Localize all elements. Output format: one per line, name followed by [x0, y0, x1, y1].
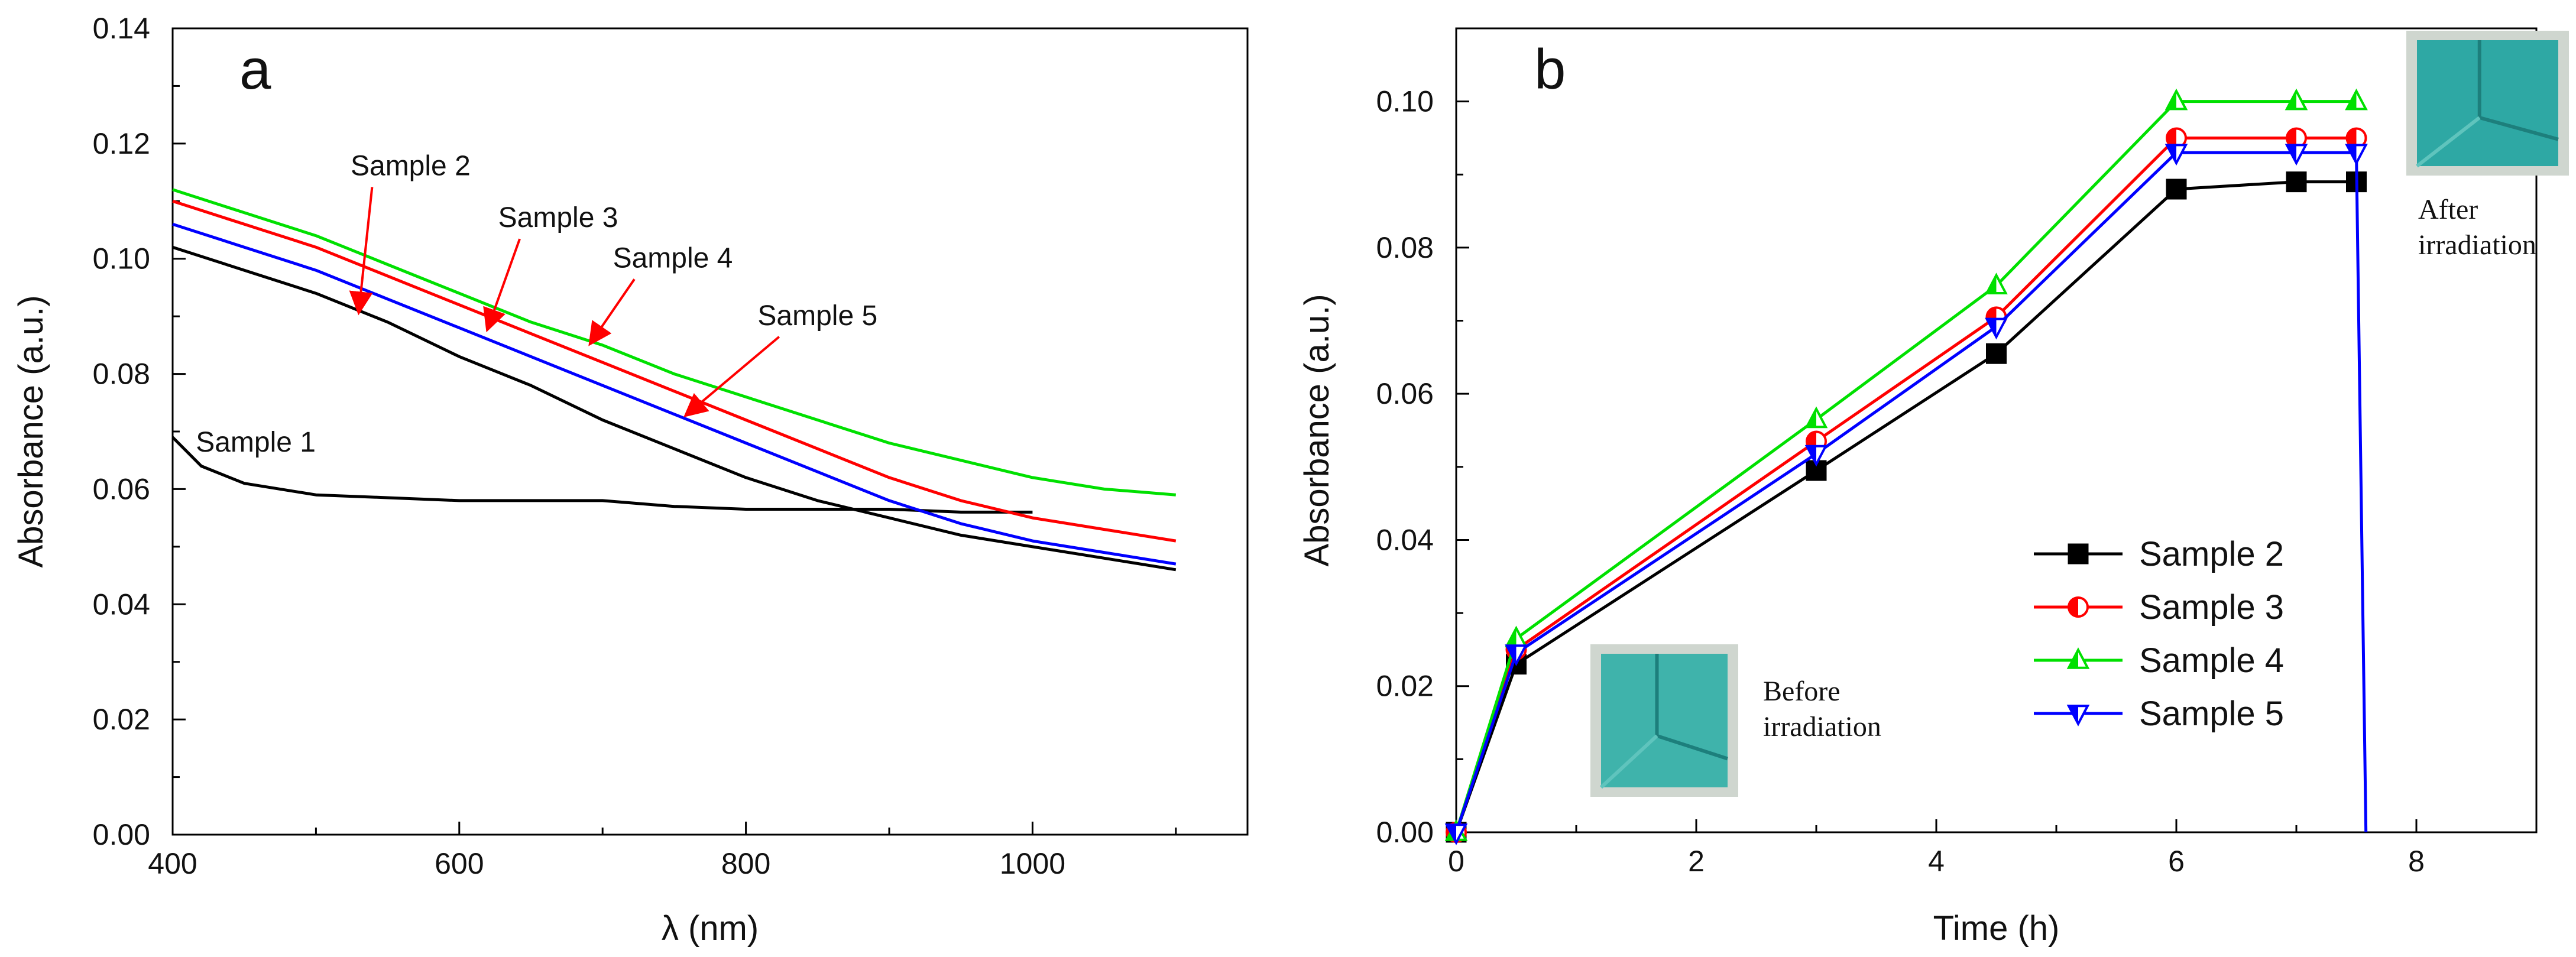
- y-tick-label-a: 0.04: [93, 588, 150, 621]
- data-point-sample-5: [2345, 144, 2368, 166]
- y-tick-label-a: 0.00: [93, 818, 150, 851]
- y-tick-label-a: 0.14: [93, 12, 150, 45]
- data-point-sample-4-fill: [1807, 408, 1816, 427]
- series-line-sample-4: [172, 188, 1177, 497]
- y-tick-label-b: 0.06: [1376, 377, 1434, 410]
- y-tick-label-b: 0.02: [1376, 670, 1434, 703]
- data-point-sample-5: [1985, 317, 2008, 340]
- data-point-sample-4: [2345, 88, 2368, 111]
- data-point-sample-4: [1505, 625, 1528, 648]
- panel-label-b: b: [1534, 38, 1566, 101]
- data-point-sample-4-fill: [2287, 91, 2296, 109]
- photo-sample: [1601, 654, 1728, 787]
- x-tick-label-a: 400: [148, 847, 197, 880]
- photo-sample: [2417, 40, 2558, 166]
- data-point-sample-4-fill: [2347, 91, 2357, 109]
- data-point-sample-4: [1804, 406, 1828, 429]
- annotation-label: Sample 3: [498, 202, 618, 233]
- y-tick-label-a: 0.08: [93, 358, 150, 391]
- data-point-sample-4: [2165, 88, 2188, 111]
- legend-marker-sample-3: [2068, 596, 2089, 618]
- series-line-sample-1: [171, 436, 1033, 514]
- series-line-sample-3: [172, 199, 1177, 543]
- x-tick-label-b: 0: [1448, 845, 1464, 878]
- y-tick-label-a: 0.02: [93, 703, 150, 736]
- y-tick-label-a: 0.06: [93, 472, 150, 505]
- data-point-sample-3-fill: [2347, 128, 2357, 148]
- data-point-sample-5: [2165, 144, 2188, 166]
- data-point-sample-5: [1505, 644, 1528, 666]
- x-tick-label-a: 1000: [1000, 847, 1065, 880]
- data-point-sample-2: [1986, 343, 2007, 364]
- x-tick-label-b: 6: [2168, 845, 2185, 878]
- sample-photo-after: [2406, 31, 2569, 176]
- x-axis-label-b: Time (h): [1933, 909, 2060, 948]
- data-point-sample-4: [1985, 272, 2008, 294]
- y-tick-label-b: 0.10: [1376, 85, 1434, 118]
- legend-label-sample-2: Sample 2: [2139, 535, 2284, 573]
- data-point-sample-5: [2285, 144, 2308, 166]
- data-point-sample-2: [2166, 179, 2187, 200]
- data-point-sample-4-fill: [1987, 275, 1997, 293]
- y-tick-label-b: 0.04: [1376, 523, 1434, 556]
- x-tick-label-a: 600: [435, 847, 484, 880]
- data-point-sample-5-fill: [1987, 319, 1997, 338]
- data-point-sample-4-fill: [1506, 628, 1517, 647]
- data-point-sample-3: [2166, 127, 2187, 149]
- annotation-arrow: [483, 238, 521, 333]
- plot-frame-b: [1455, 27, 2538, 833]
- data-point-sample-3-fill: [2287, 128, 2296, 148]
- annotation-arrow: [349, 187, 374, 316]
- legend-marker-sample-3-fill: [2069, 598, 2078, 617]
- legend-marker-sample-4: [2066, 647, 2090, 669]
- annotation-arrow: [588, 278, 636, 346]
- data-point-sample-2: [2286, 171, 2307, 193]
- y-axis-label-b: Absorbance (a.u.): [1298, 294, 1336, 566]
- y-tick-label-b: 0.00: [1376, 816, 1434, 849]
- legend-label-sample-4: Sample 4: [2139, 641, 2284, 680]
- data-point-sample-4-fill: [2167, 91, 2176, 109]
- data-point-sample-3-fill: [2167, 128, 2176, 148]
- legend-marker-sample-5: [2066, 705, 2090, 726]
- data-point-sample-5: [1804, 445, 1828, 467]
- y-axis-label-a: Absorbance (a.u.): [12, 295, 50, 567]
- y-tick-label-b: 0.08: [1376, 231, 1434, 264]
- x-tick-label-b: 2: [1688, 845, 1705, 878]
- x-tick-label-b: 4: [1928, 845, 1945, 878]
- photo-caption-line: irradiation: [2418, 229, 2536, 261]
- data-point-sample-3: [2286, 127, 2307, 149]
- photo-caption-line: irradiation: [1763, 711, 1881, 742]
- data-point-sample-5: [1444, 823, 1468, 845]
- panel-b: 0 2 4 6 8 0.00 0.02 0.04 0.06 0.08 0.10 Time (h) Abs…: [1298, 27, 2569, 948]
- sample-photo-before: [1590, 644, 1738, 797]
- photo-crease-2: [1599, 734, 1658, 789]
- annotation-arrow: [683, 336, 780, 417]
- photo-caption-line: After: [2418, 194, 2478, 225]
- annotation-label: Sample 2: [351, 150, 471, 181]
- x-tick-label-a: 800: [721, 847, 770, 880]
- series-line-sample-5: [1454, 151, 2368, 833]
- x-axis-label-a: λ (nm): [662, 909, 759, 948]
- panel-a: 400 600 800 1000 0.00 0.02 0.04 0.06 0.08 0.10 0.1…: [12, 12, 1249, 948]
- y-tick-label-a: 0.10: [93, 242, 150, 275]
- photo-caption-line: Before: [1763, 676, 1841, 707]
- series-line-sample-5: [172, 222, 1177, 566]
- annotation-label: Sample 5: [757, 300, 877, 332]
- x-tick-label-b: 8: [2408, 845, 2425, 878]
- series-line-sample-2: [172, 245, 1177, 572]
- data-point-sample-4: [2285, 88, 2308, 111]
- legend-label-sample-3: Sample 3: [2139, 588, 2284, 627]
- data-point-sample-5-fill: [1506, 645, 1517, 664]
- annotation-label: Sample 4: [613, 242, 733, 274]
- photo-crease-2: [2416, 116, 2481, 168]
- plot-frame-a: [171, 27, 1249, 836]
- annotation-label: Sample 1: [196, 427, 316, 458]
- legend-label-sample-5: Sample 5: [2139, 695, 2284, 733]
- panel-label-a: a: [239, 38, 271, 101]
- legend-marker-sample-2: [2068, 543, 2089, 565]
- y-tick-label-a: 0.12: [93, 127, 150, 160]
